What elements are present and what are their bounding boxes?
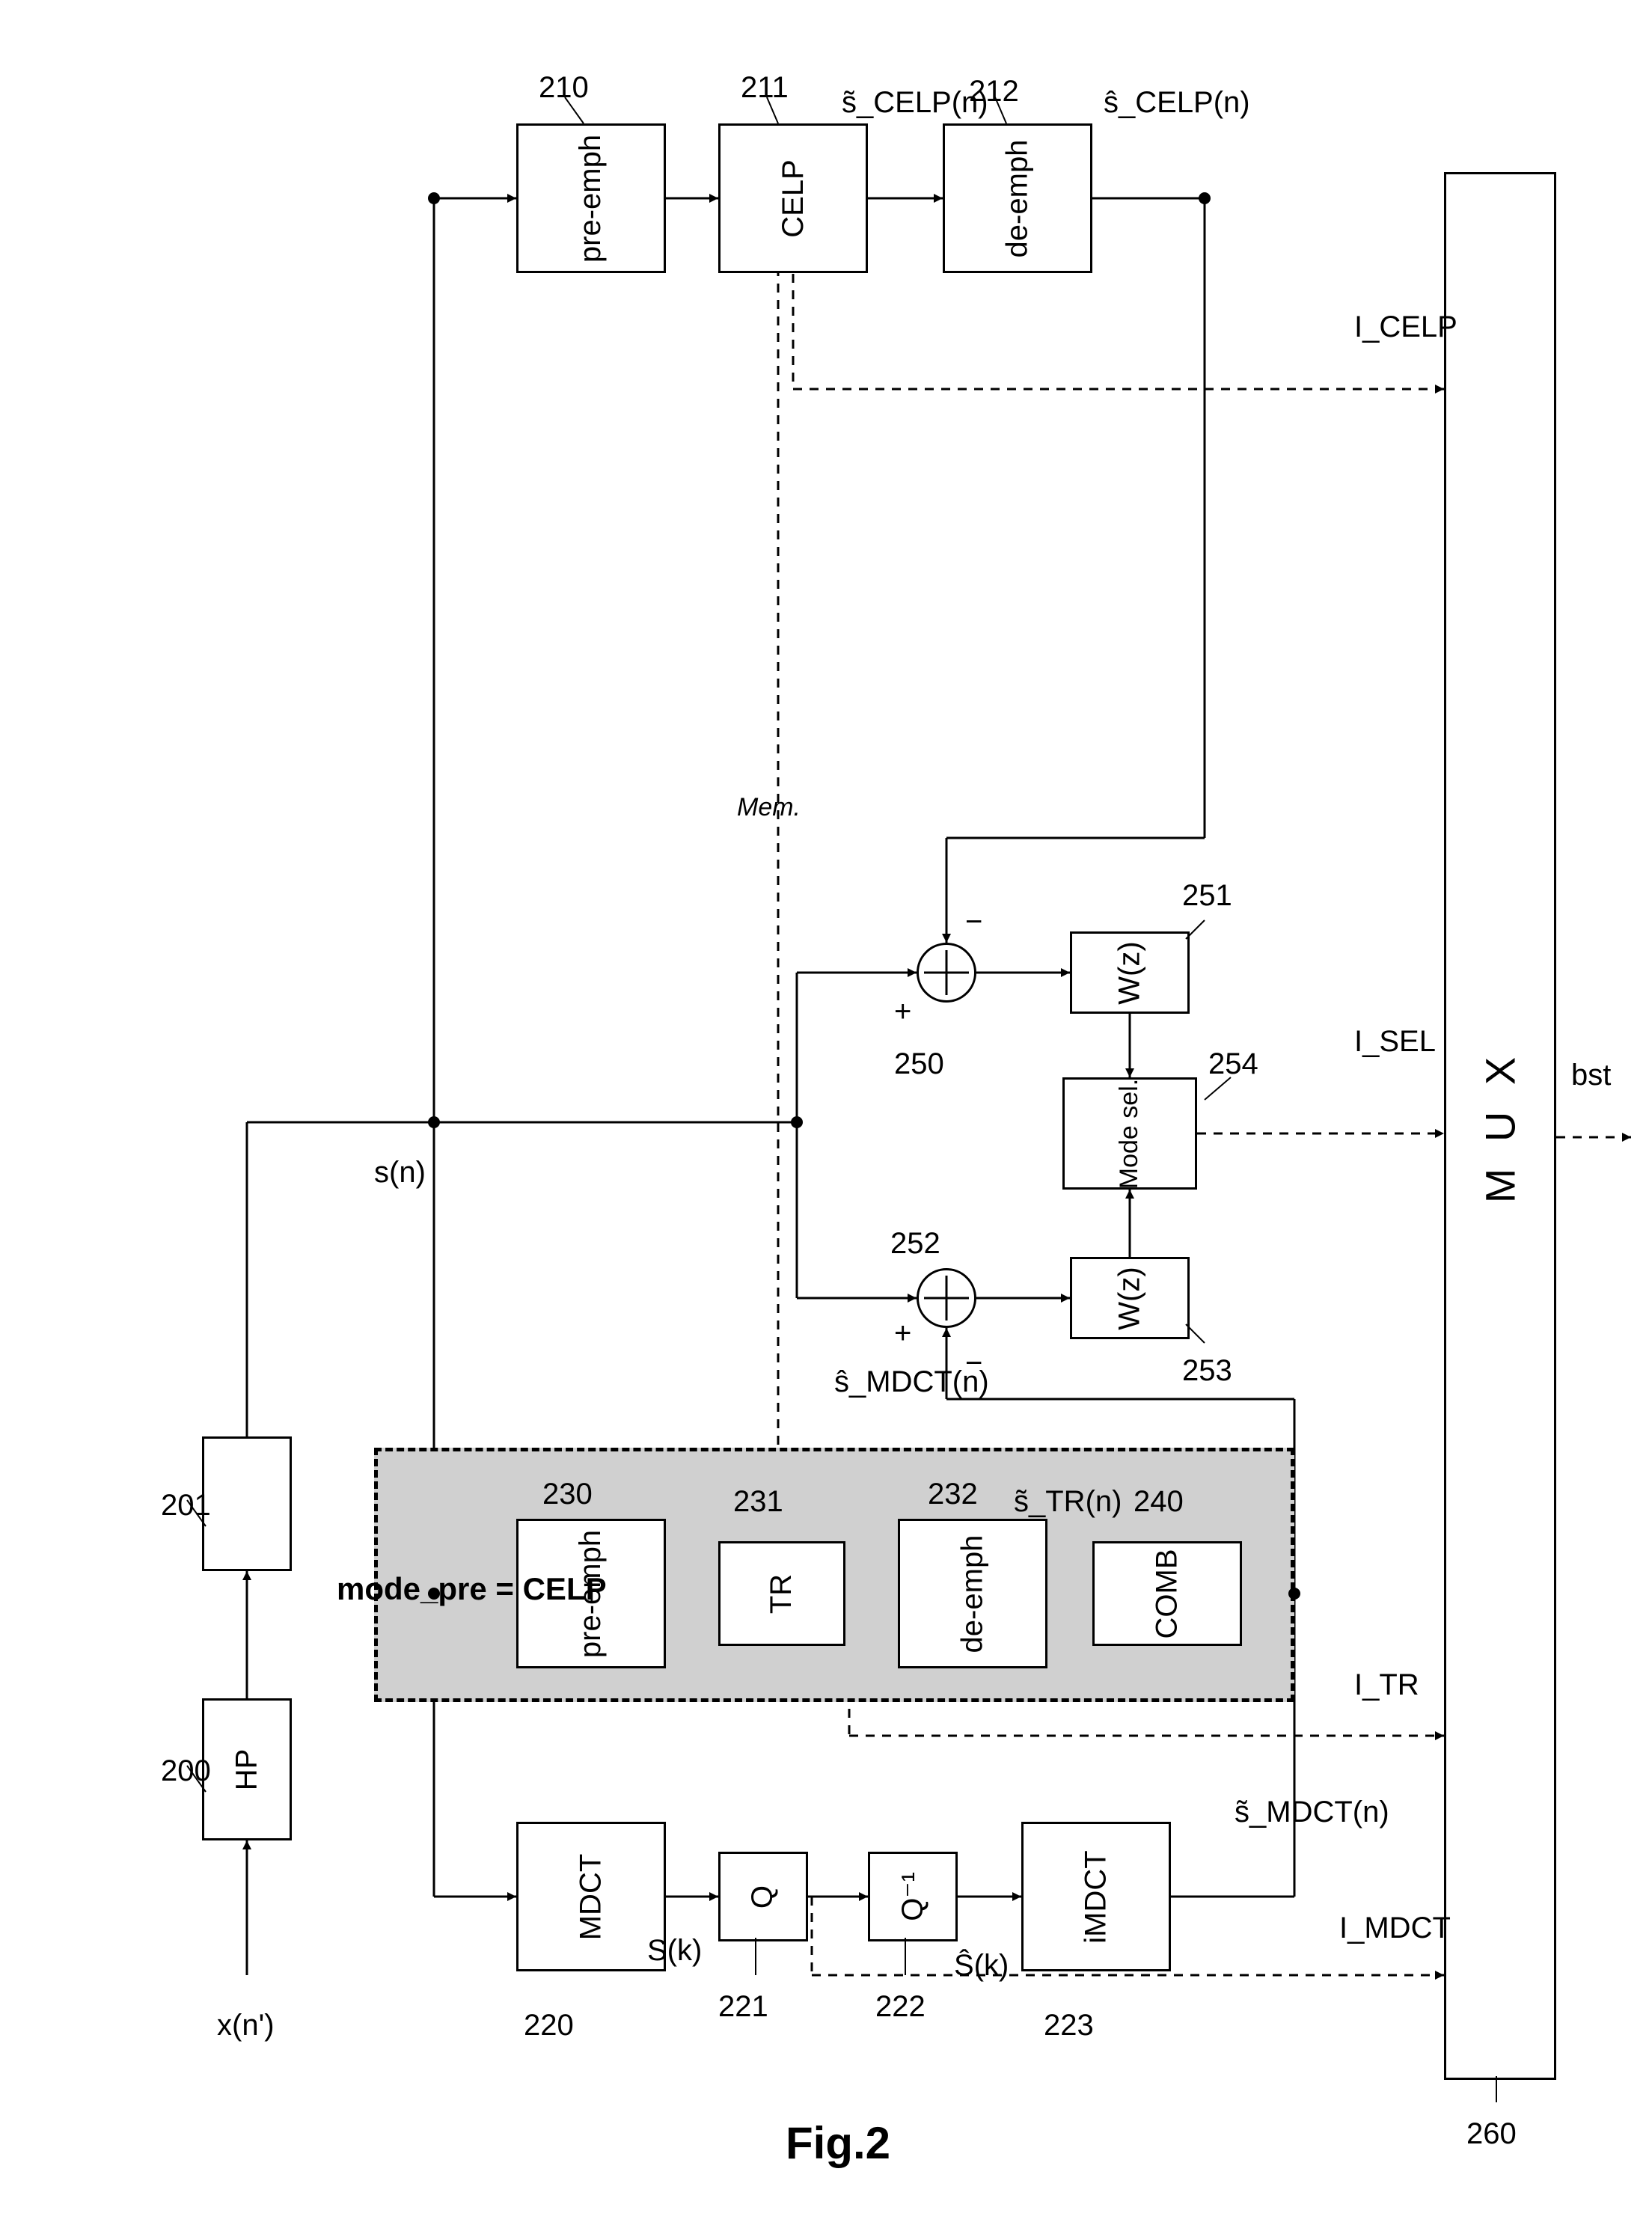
q-block: Q: [718, 1852, 808, 1941]
wz-bot-block: W(z): [1070, 1257, 1190, 1339]
ref-210: 210: [539, 71, 589, 104]
de-emph-top-block: de-emph: [943, 123, 1092, 273]
wz-top-block: W(z): [1070, 931, 1190, 1014]
mux-label: M U X: [1476, 1049, 1525, 1203]
ref-252: 252: [890, 1227, 940, 1260]
de-emph-grey-block: de-emph: [898, 1519, 1047, 1668]
ref-223: 223: [1044, 2009, 1094, 2042]
celp-block: CELP: [718, 123, 868, 273]
s-tilde-mdct: s̃_MDCT(n): [1235, 1796, 1389, 1828]
s-tilde-celp: s̃_CELP(n): [842, 86, 988, 119]
wz-bot-label: W(z): [1113, 1267, 1147, 1329]
ref-251: 251: [1182, 879, 1232, 912]
node-mid: [791, 1116, 803, 1128]
node-sn-top: [428, 192, 440, 204]
ref-250: 250: [894, 1047, 944, 1080]
downsample-block: [202, 1436, 292, 1571]
node-sn: [428, 1116, 440, 1128]
pre-emph-top-block: pre-emph: [516, 123, 666, 273]
s-hat-celp: ŝ_CELP(n): [1104, 86, 1250, 119]
tr-label: TR: [765, 1573, 798, 1613]
ref-220: 220: [524, 2009, 574, 2042]
de-emph-top-label: de-emph: [1001, 139, 1035, 257]
ref-240: 240: [1134, 1485, 1184, 1518]
tr-block: TR: [718, 1541, 845, 1646]
hp-block: HP: [202, 1698, 292, 1840]
ref-222: 222: [875, 1990, 926, 2023]
figure-title: Fig.2: [786, 2118, 890, 2168]
qinv-label: Q⁻¹: [896, 1872, 930, 1921]
qinv-block: Q⁻¹: [868, 1852, 958, 1941]
de-emph-grey-label: de-emph: [956, 1534, 990, 1653]
mem-label: Mem.: [737, 793, 801, 821]
mode-sel-label: Mode sel.: [1116, 1078, 1145, 1188]
i-mdct: I_MDCT: [1339, 1912, 1451, 1944]
i-celp: I_CELP: [1354, 310, 1457, 343]
celp-label: CELP: [777, 159, 810, 238]
mdct-block: MDCT: [516, 1822, 666, 1971]
s-tilde-tr: s̃_TR(n): [1014, 1485, 1122, 1518]
sn-label: s(n): [374, 1156, 426, 1189]
q-label: Q: [747, 1885, 780, 1908]
ref-200: 200: [161, 1754, 211, 1787]
ref-221: 221: [718, 1990, 768, 2023]
i-tr: I_TR: [1354, 1668, 1419, 1701]
pre-emph-top-label: pre-emph: [574, 134, 608, 262]
xn-label: x(n'): [217, 2009, 275, 2042]
sum-250: [917, 943, 976, 1003]
node-celp-out: [1199, 192, 1211, 204]
ref-253: 253: [1182, 1354, 1232, 1387]
s-hat-k: Ŝ(k): [954, 1949, 1009, 1982]
mux-block: M U X: [1444, 172, 1556, 2080]
sum-252: [917, 1268, 976, 1328]
ref-254: 254: [1208, 1047, 1258, 1080]
ref-211: 211: [741, 71, 789, 104]
mdct-label: MDCT: [575, 1853, 608, 1940]
bst-label: bst: [1571, 1059, 1611, 1092]
ref-260: 260: [1466, 2117, 1517, 2150]
sk-label: S(k): [647, 1934, 702, 1967]
ref-232: 232: [928, 1478, 978, 1511]
wz-top-label: W(z): [1113, 941, 1147, 1004]
node-comb-out: [1288, 1588, 1300, 1600]
mode-text: mode_pre = CELP: [337, 1571, 607, 1606]
imdct-block: iMDCT: [1021, 1822, 1171, 1971]
ref-201: 201: [161, 1489, 211, 1522]
imdct-label: iMDCT: [1079, 1850, 1113, 1943]
hp-label: HP: [230, 1748, 263, 1790]
comb-block: COMB: [1092, 1541, 1242, 1646]
ref-230: 230: [542, 1478, 593, 1511]
comb-label: COMB: [1151, 1549, 1184, 1638]
i-sel: I_SEL: [1354, 1025, 1436, 1058]
mode-sel-block: Mode sel.: [1062, 1077, 1197, 1190]
ref-231: 231: [733, 1485, 783, 1518]
